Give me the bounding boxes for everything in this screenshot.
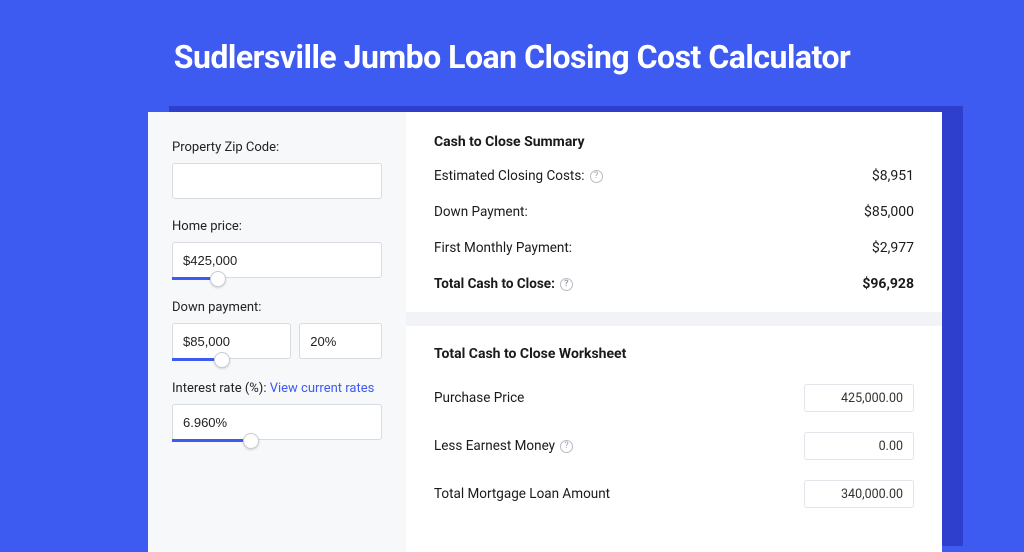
- down-payment-input[interactable]: [172, 323, 291, 359]
- worksheet-label-text: Total Mortgage Loan Amount: [434, 486, 610, 502]
- summary-rows: Estimated Closing Costs:? $8,951 Down Paym…: [434, 168, 914, 292]
- summary-label-text: Down Payment:: [434, 204, 528, 220]
- worksheet-row: Purchase Price 425,000.00: [434, 384, 914, 412]
- down-payment-pct-input[interactable]: [299, 323, 382, 359]
- worksheet-row: Less Earnest Money? 0.00: [434, 432, 914, 460]
- inputs-column: Property Zip Code: Home price: Down paym…: [148, 112, 406, 552]
- zip-label: Property Zip Code:: [172, 140, 382, 155]
- summary-row-value: $2,977: [872, 240, 914, 256]
- interest-rate-input[interactable]: [172, 404, 382, 440]
- worksheet-value-box[interactable]: 425,000.00: [804, 384, 914, 412]
- slider-thumb[interactable]: [210, 271, 226, 287]
- results-column: Cash to Close Summary Estimated Closing …: [406, 112, 942, 552]
- summary-row-value: $85,000: [864, 204, 914, 220]
- slider-thumb[interactable]: [214, 352, 230, 368]
- summary-label-text: Total Cash to Close:: [434, 276, 555, 292]
- summary-row-value: $96,928: [862, 276, 914, 292]
- down-payment-label: Down payment:: [172, 300, 382, 315]
- worksheet-value-box[interactable]: 340,000.00: [804, 480, 914, 508]
- home-price-input[interactable]: [172, 242, 382, 278]
- worksheet-row: Total Mortgage Loan Amount 340,000.00: [434, 480, 914, 508]
- zip-field-group: Property Zip Code:: [172, 140, 382, 199]
- interest-rate-label-text: Interest rate (%):: [172, 381, 266, 396]
- slider-track: [172, 358, 214, 361]
- help-icon[interactable]: ?: [560, 440, 573, 453]
- summary-heading: Cash to Close Summary: [434, 134, 914, 150]
- summary-row-label: Estimated Closing Costs:?: [434, 168, 603, 184]
- worksheet-row-label: Total Mortgage Loan Amount: [434, 486, 610, 502]
- slider-track: [172, 277, 210, 280]
- summary-row: Estimated Closing Costs:? $8,951: [434, 168, 914, 184]
- summary-label-text: First Monthly Payment:: [434, 240, 572, 256]
- zip-input[interactable]: [172, 163, 382, 199]
- home-price-slider[interactable]: [172, 242, 382, 278]
- summary-row-label: Down Payment:: [434, 204, 528, 220]
- worksheet-row-label: Purchase Price: [434, 390, 524, 406]
- summary-row-value: $8,951: [872, 168, 914, 184]
- worksheet-value-box[interactable]: 0.00: [804, 432, 914, 460]
- summary-label-text: Estimated Closing Costs:: [434, 168, 585, 184]
- home-price-group: Home price:: [172, 219, 382, 278]
- home-price-label: Home price:: [172, 219, 382, 234]
- worksheet-rows: Purchase Price 425,000.00 Less Earnest Mon…: [434, 384, 914, 508]
- worksheet-label-text: Purchase Price: [434, 390, 524, 406]
- worksheet-label-text: Less Earnest Money: [434, 438, 555, 454]
- slider-track: [172, 439, 243, 442]
- help-icon[interactable]: ?: [590, 170, 603, 183]
- down-payment-group: Down payment:: [172, 300, 382, 359]
- down-payment-slider[interactable]: [172, 323, 382, 359]
- interest-rate-group: Interest rate (%): View current rates: [172, 381, 382, 440]
- interest-rate-slider[interactable]: [172, 404, 382, 440]
- calculator-panel: Property Zip Code: Home price: Down paym…: [148, 112, 942, 552]
- summary-row-label: First Monthly Payment:: [434, 240, 572, 256]
- page-title: Sudlersville Jumbo Loan Closing Cost Cal…: [0, 0, 1024, 76]
- section-separator: [406, 312, 942, 326]
- interest-rate-label: Interest rate (%): View current rates: [172, 381, 382, 396]
- worksheet-heading: Total Cash to Close Worksheet: [434, 346, 914, 362]
- help-icon[interactable]: ?: [560, 278, 573, 291]
- slider-thumb[interactable]: [243, 433, 259, 449]
- summary-row: Total Cash to Close:? $96,928: [434, 276, 914, 292]
- worksheet-row-label: Less Earnest Money?: [434, 438, 573, 454]
- summary-row: First Monthly Payment: $2,977: [434, 240, 914, 256]
- summary-row-label: Total Cash to Close:?: [434, 276, 573, 292]
- view-rates-link[interactable]: View current rates: [270, 381, 375, 396]
- summary-row: Down Payment: $85,000: [434, 204, 914, 220]
